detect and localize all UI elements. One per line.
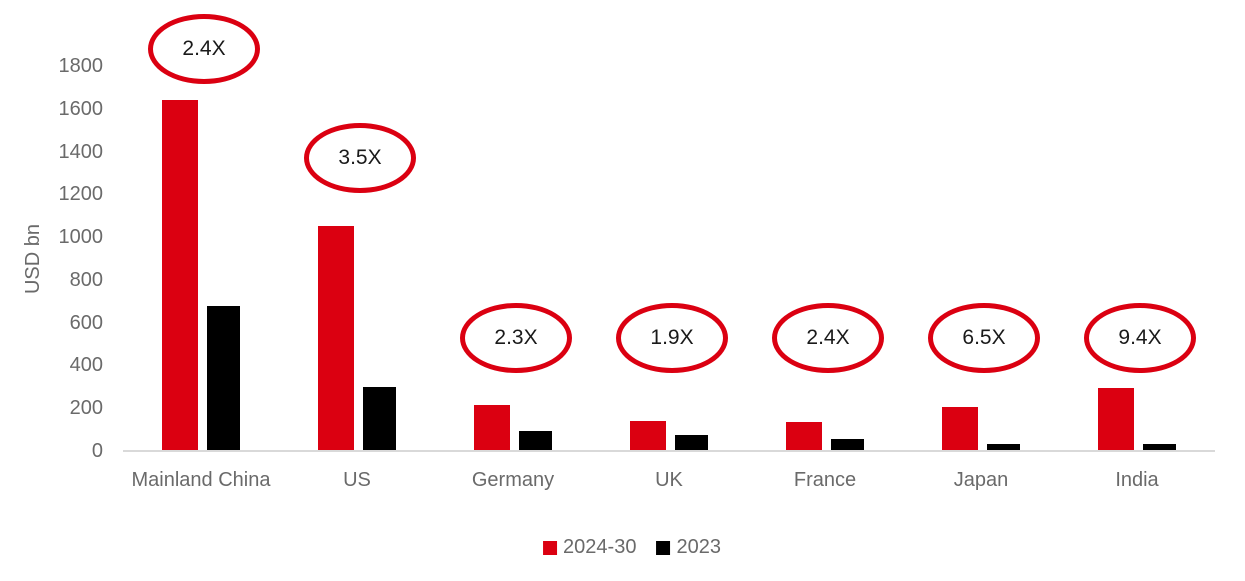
category-label-us: US <box>343 469 371 491</box>
legend-label-2024-30: 2024-30 <box>563 536 637 558</box>
y-tick-0: 0 <box>91 440 103 462</box>
legend-swatch-2023 <box>656 540 671 555</box>
annotation-label-uk: 1.9X <box>650 326 694 349</box>
y-tick-600: 600 <box>69 311 103 334</box>
annotation-label-japan: 6.5X <box>962 326 1006 349</box>
y-tick-1800: 1800 <box>58 55 104 77</box>
category-label-uk: UK <box>655 469 683 491</box>
legend-swatch-2024-30 <box>543 540 558 555</box>
annotation-label-france: 2.4X <box>806 326 850 349</box>
category-label-mainland-china: Mainland China <box>131 469 271 491</box>
category-label-germany: Germany <box>471 469 555 491</box>
annotation-oval-us: 3.5X <box>304 123 416 193</box>
y-tick-1200: 1200 <box>58 183 104 206</box>
category-label-france: France <box>793 469 857 491</box>
bar-2023-india <box>1143 444 1176 451</box>
annotation-oval-india: 9.4X <box>1084 303 1196 373</box>
bar-2024-30-mainland-china <box>162 100 198 451</box>
bar-2024-30-france <box>786 422 822 451</box>
y-tick-1600: 1600 <box>58 97 104 120</box>
legend-label-2023: 2023 <box>676 536 721 558</box>
legend-item-2024-30: 2024-30 <box>543 536 636 559</box>
category-label-india: India <box>1115 469 1159 491</box>
bar-2024-30-uk <box>630 421 666 451</box>
annotation-label-mainland-china: 2.4X <box>182 37 226 60</box>
bar-2023-japan <box>987 444 1020 451</box>
bar-2024-30-india <box>1098 387 1134 451</box>
bar-2023-us <box>363 386 396 451</box>
annotation-oval-germany: 2.3X <box>460 303 572 373</box>
annotation-oval-japan: 6.5X <box>928 303 1040 373</box>
annotation-label-us: 3.5X <box>338 146 382 169</box>
y-tick-1000: 1000 <box>58 226 104 249</box>
annotation-oval-mainland-china: 2.4X <box>148 14 260 84</box>
bar-2024-30-us <box>318 226 354 451</box>
annotation-label-india: 9.4X <box>1118 326 1162 349</box>
bar-2024-30-germany <box>474 405 510 451</box>
bar-2023-germany <box>519 430 552 451</box>
bar-2023-mainland-china <box>207 305 240 451</box>
y-tick-1400: 1400 <box>58 140 104 163</box>
bar-2023-uk <box>675 434 708 451</box>
bar-2024-30-japan <box>942 407 978 451</box>
x-axis-line <box>123 450 1215 452</box>
y-axis-title: USD bn <box>22 223 44 295</box>
y-tick-200: 200 <box>69 397 103 420</box>
annotation-oval-france: 2.4X <box>772 303 884 373</box>
y-tick-400: 400 <box>69 354 103 377</box>
legend: 2024-30 2023 <box>543 536 721 559</box>
annotation-label-germany: 2.3X <box>494 326 538 349</box>
legend-item-2023: 2023 <box>656 536 721 559</box>
y-tick-800: 800 <box>69 268 103 291</box>
category-label-japan: Japan <box>953 469 1009 491</box>
bar-2023-france <box>831 439 864 451</box>
annotation-oval-uk: 1.9X <box>616 303 728 373</box>
